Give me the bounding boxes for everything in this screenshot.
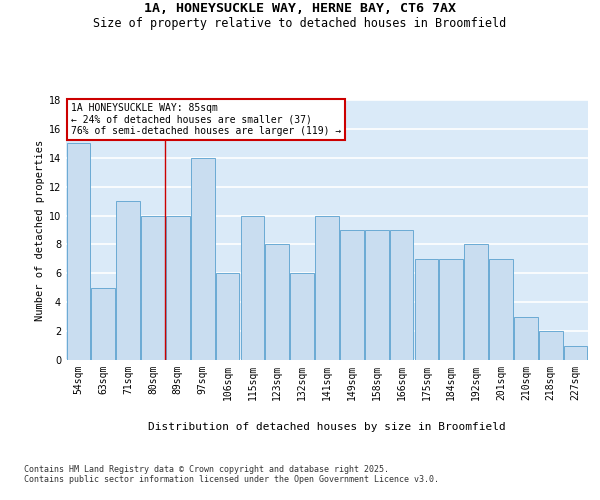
Text: Contains HM Land Registry data © Crown copyright and database right 2025.
Contai: Contains HM Land Registry data © Crown c… bbox=[24, 465, 439, 484]
Bar bbox=[191, 158, 215, 360]
Text: 1A, HONEYSUCKLE WAY, HERNE BAY, CT6 7AX: 1A, HONEYSUCKLE WAY, HERNE BAY, CT6 7AX bbox=[144, 2, 456, 16]
Bar bbox=[315, 216, 339, 360]
Bar bbox=[489, 259, 513, 360]
Text: 1A HONEYSUCKLE WAY: 85sqm
← 24% of detached houses are smaller (37)
76% of semi-: 1A HONEYSUCKLE WAY: 85sqm ← 24% of detac… bbox=[71, 102, 341, 136]
Bar bbox=[67, 144, 90, 360]
Bar bbox=[415, 259, 438, 360]
Bar bbox=[91, 288, 115, 360]
Bar bbox=[564, 346, 587, 360]
Bar bbox=[390, 230, 413, 360]
Text: Distribution of detached houses by size in Broomfield: Distribution of detached houses by size … bbox=[148, 422, 506, 432]
Bar bbox=[340, 230, 364, 360]
Bar bbox=[166, 216, 190, 360]
Bar bbox=[514, 316, 538, 360]
Bar bbox=[290, 274, 314, 360]
Bar bbox=[439, 259, 463, 360]
Bar bbox=[464, 244, 488, 360]
Bar bbox=[216, 274, 239, 360]
Bar bbox=[241, 216, 264, 360]
Text: Size of property relative to detached houses in Broomfield: Size of property relative to detached ho… bbox=[94, 18, 506, 30]
Bar bbox=[116, 201, 140, 360]
Bar bbox=[365, 230, 389, 360]
Y-axis label: Number of detached properties: Number of detached properties bbox=[35, 140, 44, 320]
Bar bbox=[539, 331, 563, 360]
Bar bbox=[265, 244, 289, 360]
Bar bbox=[141, 216, 165, 360]
